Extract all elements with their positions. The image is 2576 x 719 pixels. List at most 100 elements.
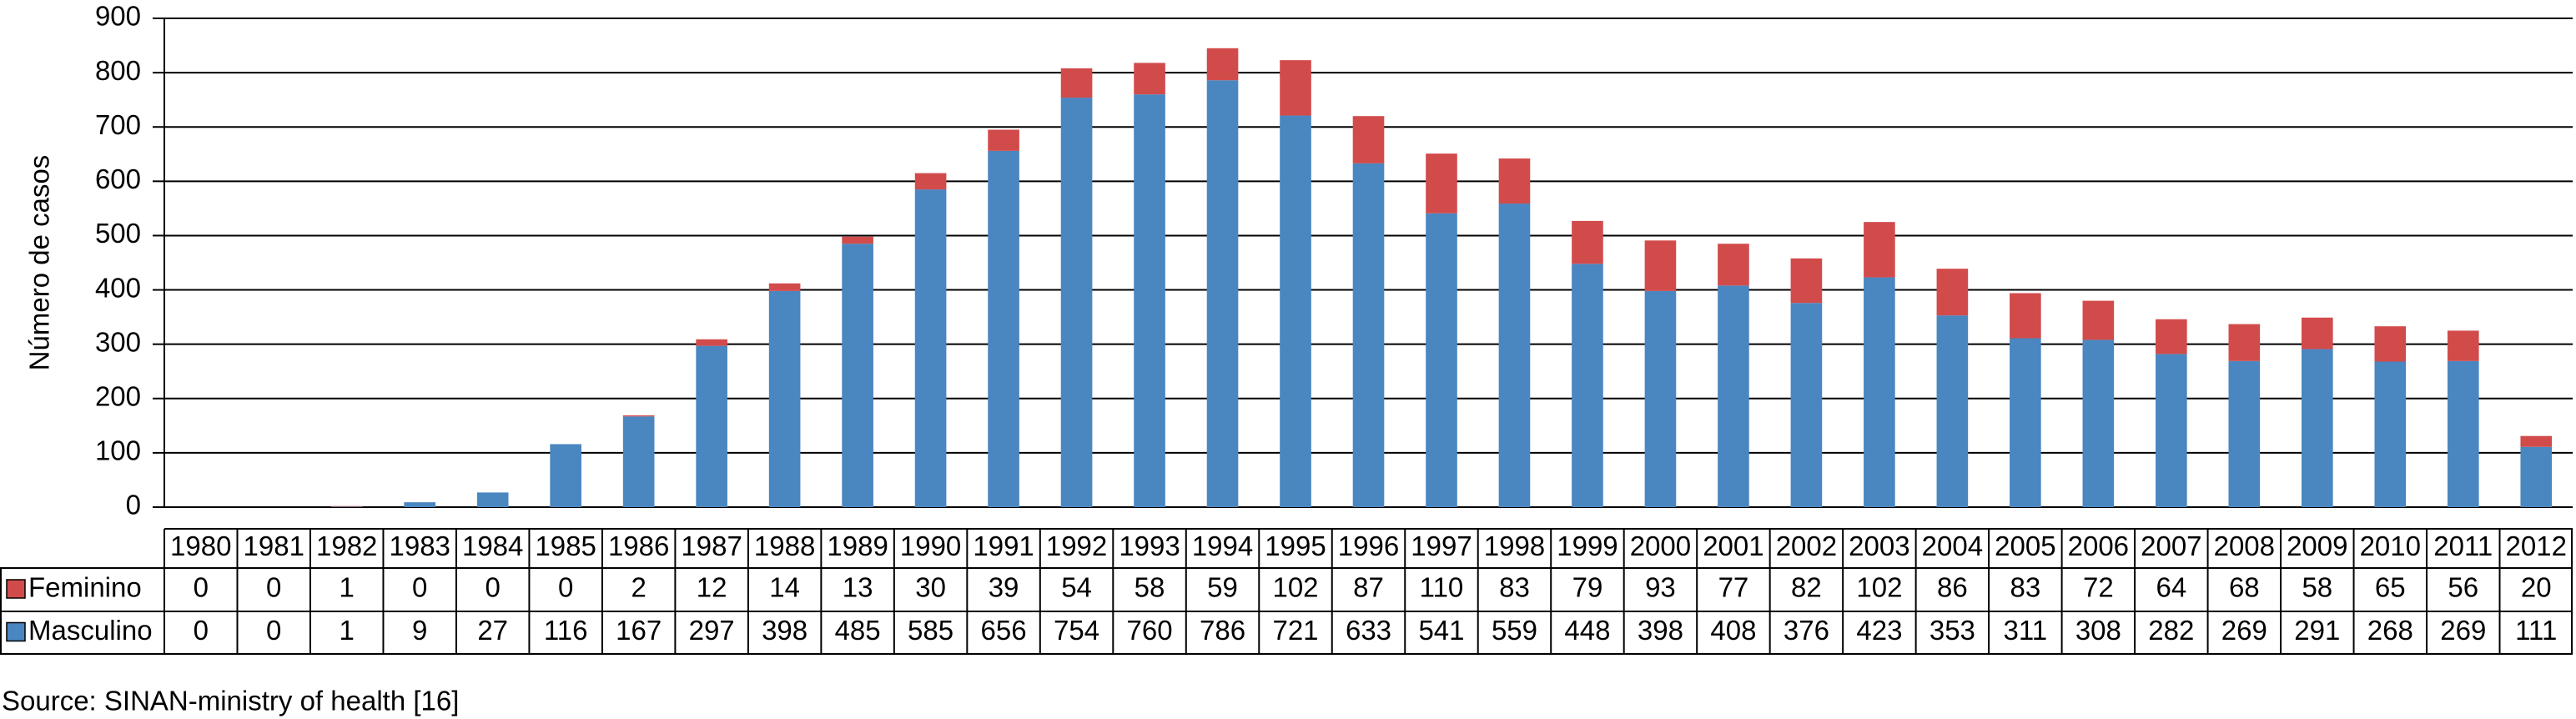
bar-segment <box>768 283 801 291</box>
x-tick-label: 1999 <box>1557 530 1618 561</box>
x-tick-label: 2004 <box>1922 530 1983 561</box>
x-tick-label: 1988 <box>754 530 815 561</box>
table-value: 308 <box>2075 615 2121 646</box>
bar-segment <box>1280 60 1311 116</box>
y-axis-label: Número de casos <box>24 155 55 371</box>
bar-segment <box>914 173 947 190</box>
x-tick-label: 2010 <box>2360 530 2421 561</box>
bar-segment <box>476 492 509 507</box>
x-tick-label: 2002 <box>1776 530 1837 561</box>
x-tick-label: 1987 <box>681 530 742 561</box>
bar-segment <box>1718 285 1749 507</box>
table-value: 79 <box>1572 572 1603 603</box>
table-value: 20 <box>2521 572 2552 603</box>
bar-segment <box>1498 204 1531 508</box>
bar-segment <box>2374 326 2407 362</box>
bar-segment <box>988 150 1019 508</box>
table-value: 0 <box>486 572 501 603</box>
bar-segment <box>2374 361 2407 507</box>
bar-segment <box>2520 435 2553 447</box>
bar-segment <box>2228 324 2261 361</box>
x-tick-label: 2008 <box>2214 530 2275 561</box>
table-value: 541 <box>1418 615 1464 646</box>
x-tick-label: 1995 <box>1265 530 1326 561</box>
bar-segment <box>1352 116 1385 163</box>
legend-label: Feminino <box>28 572 142 603</box>
table-value: 1 <box>340 572 355 603</box>
y-tick-label: 700 <box>95 109 141 140</box>
y-tick-label: 500 <box>95 218 141 249</box>
table-value: 585 <box>908 615 953 646</box>
bar-segment <box>622 415 655 417</box>
x-tick-label: 2009 <box>2287 530 2347 561</box>
x-tick-label: 1983 <box>389 530 450 561</box>
bar-segment <box>2082 300 2115 340</box>
bar-segment <box>1134 94 1165 508</box>
bar-segment <box>1644 290 1677 507</box>
legend-label: Masculino <box>28 615 153 646</box>
table-value: 83 <box>2010 572 2041 603</box>
table-value: 760 <box>1127 615 1173 646</box>
bar-segment <box>622 416 655 507</box>
table-value: 398 <box>762 615 808 646</box>
table-value: 0 <box>558 572 573 603</box>
bar-segment <box>1936 315 1969 507</box>
table-value: 0 <box>194 572 209 603</box>
bar-segment <box>2228 360 2261 507</box>
bar-segment <box>696 345 727 507</box>
table-value: 2 <box>631 572 646 603</box>
table-value: 0 <box>412 572 427 603</box>
x-tick-label: 1990 <box>900 530 961 561</box>
x-tick-label: 1986 <box>608 530 669 561</box>
x-tick-label: 1980 <box>170 530 231 561</box>
table-value: 0 <box>194 615 209 646</box>
bar-segment <box>2082 339 2115 507</box>
source-note: Source: SINAN-ministry of health [16] <box>2 686 459 716</box>
table-value: 559 <box>1492 615 1537 646</box>
table-value: 59 <box>1207 572 1238 603</box>
x-tick-label: 1985 <box>535 530 596 561</box>
y-tick-label: 300 <box>95 326 141 357</box>
table-value: 58 <box>1135 572 1165 603</box>
x-tick-label: 2012 <box>2506 530 2567 561</box>
bar-segment <box>1864 277 1895 507</box>
bar-segment <box>330 506 363 507</box>
bar-segment <box>768 290 801 507</box>
x-tick-label: 2003 <box>1849 530 1909 561</box>
y-tick-label: 200 <box>95 380 141 411</box>
table-value: 721 <box>1272 615 1318 646</box>
x-tick-label: 1996 <box>1338 530 1399 561</box>
table-value: 1 <box>340 615 355 646</box>
table-value: 13 <box>843 572 873 603</box>
table-value: 86 <box>1937 572 1968 603</box>
table-value: 291 <box>2294 615 2340 646</box>
table-value: 282 <box>2148 615 2194 646</box>
table-value: 398 <box>1638 615 1683 646</box>
bar-segment <box>1060 98 1093 507</box>
table-value: 39 <box>989 572 1019 603</box>
x-tick-label: 1991 <box>973 530 1034 561</box>
table-value: 0 <box>266 572 281 603</box>
bar-segment <box>1134 63 1165 95</box>
x-tick-label: 1984 <box>462 530 523 561</box>
bar-segment <box>1498 158 1531 204</box>
table-value: 82 <box>1791 572 1822 603</box>
y-tick-label: 600 <box>95 163 141 194</box>
bar-segment <box>1206 80 1239 507</box>
bar-segment <box>988 129 1019 151</box>
table-value: 72 <box>2083 572 2114 603</box>
bar-segment <box>1718 244 1749 286</box>
table-value: 376 <box>1784 615 1829 646</box>
bar-segment <box>2447 360 2479 507</box>
table-value: 68 <box>2229 572 2260 603</box>
table-value: 754 <box>1054 615 1099 646</box>
legend-swatch <box>6 621 26 642</box>
table-value: 56 <box>2448 572 2478 603</box>
table-value: 448 <box>1564 615 1610 646</box>
bar-segment <box>2301 349 2333 507</box>
x-tick-label: 1993 <box>1119 530 1180 561</box>
y-tick-label: 900 <box>95 1 141 32</box>
x-tick-label: 1997 <box>1411 530 1472 561</box>
table-value: 110 <box>1420 572 1464 603</box>
